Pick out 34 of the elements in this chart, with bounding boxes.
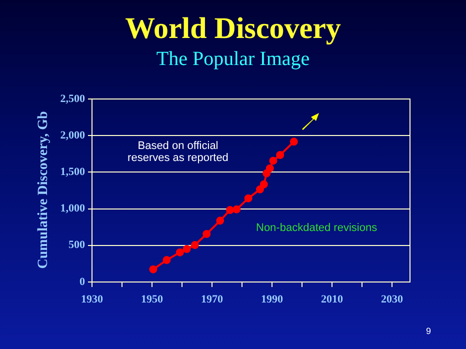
chart-subtitle: The Popular Image [155, 48, 311, 71]
chart-title: World Discovery [124, 12, 342, 46]
x-tick-label: 2030 [381, 293, 404, 306]
point [190, 241, 199, 250]
point [244, 194, 252, 202]
point [202, 230, 211, 238]
y-tick-label: 1,500 [60, 166, 86, 178]
x-tick-label: 1930 [81, 293, 104, 306]
annotation: Based on official reserves as reported [126, 140, 230, 164]
y-tick-label: 1,000 [60, 202, 86, 215]
point [290, 138, 298, 146]
text: 9 [426, 326, 432, 336]
x-tick-label: 1950 [141, 293, 164, 306]
x-tick-label: 1990 [261, 293, 284, 306]
point [232, 205, 241, 214]
point [162, 256, 171, 264]
point [256, 185, 264, 194]
point [182, 244, 191, 253]
x-tick-label: 2010 [321, 293, 344, 306]
point [269, 156, 278, 165]
y-tick-label: 0 [80, 276, 86, 288]
point [266, 164, 274, 172]
y-axis-title: Cumulative Discovery, Gb [36, 111, 52, 269]
point [260, 180, 268, 188]
point [176, 248, 184, 256]
point [216, 216, 224, 225]
annotation: Non-backdated revisions [256, 222, 378, 234]
y-tick-label: 2,000 [60, 129, 86, 142]
y-tick-label: 500 [68, 239, 86, 252]
y-tick-label: 2,500 [60, 92, 86, 105]
x-tick-label: 1970 [201, 293, 224, 306]
point [149, 265, 158, 274]
point [226, 206, 234, 214]
point [276, 151, 284, 159]
